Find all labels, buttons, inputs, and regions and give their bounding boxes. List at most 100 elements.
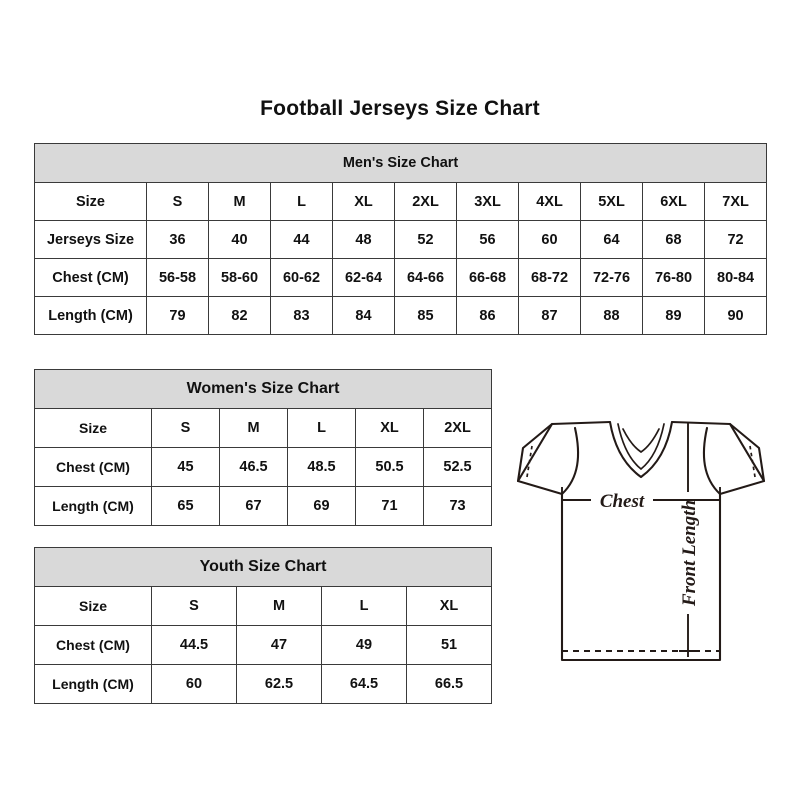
size-header-cell: 5XL [580, 182, 643, 221]
data-cell: 83 [270, 296, 333, 335]
data-cell: 60 [151, 664, 237, 704]
jersey-torso-outline [560, 492, 722, 662]
data-cell: 66-68 [456, 258, 519, 297]
data-cell: 45 [151, 447, 220, 487]
size-header-cell: M [208, 182, 271, 221]
row-label-jerseys-size: Jerseys Size [34, 220, 147, 259]
size-header-cell: 4XL [518, 182, 581, 221]
data-cell: 72-76 [580, 258, 643, 297]
data-cell: 46.5 [219, 447, 288, 487]
jersey-left-armhole-seam [560, 426, 580, 496]
table-header-band: Women's Size Chart [33, 369, 493, 409]
mens-table-heading: Men's Size Chart [33, 143, 768, 183]
data-cell: 68-72 [518, 258, 581, 297]
data-cell: 68 [642, 220, 705, 259]
data-cell: 65 [151, 486, 220, 526]
data-cell: 56 [456, 220, 519, 259]
youth-table-heading: Youth Size Chart [33, 547, 493, 587]
table-row: Size S M L XL [34, 586, 493, 626]
data-cell: 64.5 [321, 664, 407, 704]
data-cell: 58-60 [208, 258, 271, 297]
data-cell: 89 [642, 296, 705, 335]
jersey-left-sleeve-hem-dash [526, 445, 533, 478]
size-header-cell: 7XL [703, 182, 768, 221]
table-row: Length (CM) 79 82 83 84 85 86 87 88 89 9… [34, 296, 768, 335]
data-cell: 66.5 [405, 664, 493, 704]
data-cell: 40 [208, 220, 271, 259]
data-cell: 48.5 [287, 447, 356, 487]
size-header-cell: XL [332, 182, 395, 221]
size-header-cell: L [287, 408, 356, 448]
data-cell: 52.5 [422, 447, 493, 487]
youth-size-table: Youth Size Chart Size S M L XL Chest (CM… [33, 547, 493, 704]
row-label-chest: Chest (CM) [34, 447, 152, 487]
size-header-cell: 2XL [394, 182, 457, 221]
jersey-vneck-middle [617, 423, 665, 471]
data-cell: 64-66 [394, 258, 457, 297]
table-row: Length (CM) 60 62.5 64.5 66.5 [34, 664, 493, 704]
data-cell: 47 [236, 625, 322, 665]
row-label-length: Length (CM) [34, 664, 152, 704]
data-cell: 87 [518, 296, 581, 335]
row-label-size: Size [34, 182, 147, 221]
table-header-band: Youth Size Chart [33, 547, 493, 587]
data-cell: 80-84 [703, 258, 768, 297]
jersey-vneck-outer [608, 420, 674, 479]
data-cell: 71 [355, 486, 424, 526]
size-header-cell: 3XL [456, 182, 519, 221]
row-label-length: Length (CM) [34, 296, 147, 335]
table-row: Length (CM) 65 67 69 71 73 [34, 486, 493, 526]
data-cell: 62-64 [332, 258, 395, 297]
data-cell: 60 [518, 220, 581, 259]
data-cell: 69 [287, 486, 356, 526]
data-cell: 73 [422, 486, 493, 526]
data-cell: 51 [405, 625, 493, 665]
size-header-cell: 6XL [642, 182, 705, 221]
table-row: Jerseys Size 36 40 44 48 52 56 60 64 68 … [34, 220, 768, 259]
data-cell: 36 [146, 220, 209, 259]
page-title: Football Jerseys Size Chart [260, 97, 540, 120]
size-header-cell: M [236, 586, 322, 626]
table-row: Size S M L XL 2XL 3XL 4XL 5XL 6XL 7XL [34, 182, 768, 221]
data-cell: 64 [580, 220, 643, 259]
data-cell: 60-62 [270, 258, 333, 297]
row-label-size: Size [34, 408, 152, 448]
size-header-cell: 2XL [422, 408, 493, 448]
size-header-cell: L [270, 182, 333, 221]
data-cell: 79 [146, 296, 209, 335]
size-header-cell: S [151, 408, 220, 448]
chest-measure-label: Chest [600, 491, 645, 512]
size-header-cell: S [151, 586, 237, 626]
table-row: Chest (CM) 45 46.5 48.5 50.5 52.5 [34, 447, 493, 487]
table-header-band: Men's Size Chart [33, 143, 768, 183]
data-cell: 50.5 [355, 447, 424, 487]
data-cell: 48 [332, 220, 395, 259]
data-cell: 86 [456, 296, 519, 335]
row-label-length: Length (CM) [34, 486, 152, 526]
data-cell: 82 [208, 296, 271, 335]
mens-size-table: Men's Size Chart Size S M L XL 2XL 3XL 4… [33, 143, 768, 335]
size-header-cell: XL [405, 586, 493, 626]
data-cell: 62.5 [236, 664, 322, 704]
row-label-size: Size [34, 586, 152, 626]
data-cell: 49 [321, 625, 407, 665]
jersey-right-sleeve-hem-edge [728, 422, 766, 483]
table-row: Chest (CM) 44.5 47 49 51 [34, 625, 493, 665]
data-cell: 76-80 [642, 258, 705, 297]
data-cell: 56-58 [146, 258, 209, 297]
jersey-right-armhole-seam [702, 426, 722, 496]
size-header-cell: XL [355, 408, 424, 448]
jersey-left-sleeve-outline [516, 420, 612, 496]
jersey-vneck-inner [622, 428, 660, 454]
size-header-cell: L [321, 586, 407, 626]
size-header-cell: M [219, 408, 288, 448]
data-cell: 72 [703, 220, 768, 259]
data-cell: 90 [703, 296, 768, 335]
data-cell: 84 [332, 296, 395, 335]
table-row: Size S M L XL 2XL [34, 408, 493, 448]
womens-table-heading: Women's Size Chart [33, 369, 493, 409]
data-cell: 52 [394, 220, 457, 259]
row-label-chest: Chest (CM) [34, 258, 147, 297]
row-label-chest: Chest (CM) [34, 625, 152, 665]
womens-size-table: Women's Size Chart Size S M L XL 2XL Che… [33, 369, 493, 526]
